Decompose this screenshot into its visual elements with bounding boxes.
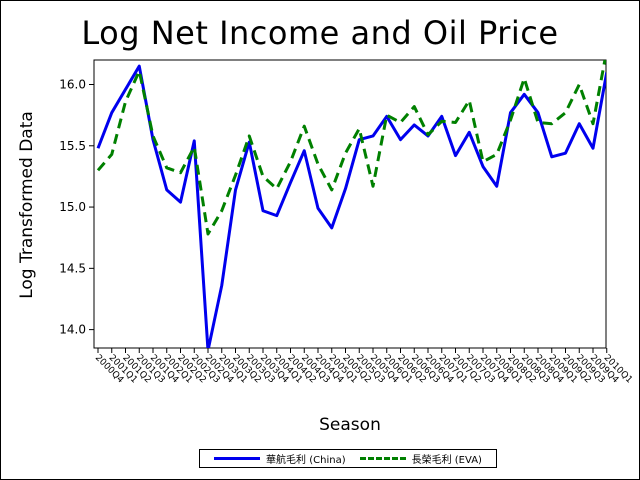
y-tick-label: 14.0 [59, 323, 86, 337]
legend-item-eva: 長榮毛利 (EVA) [359, 451, 482, 466]
x-axis: 2000Q42001Q12001Q22001Q32001Q42002Q12002… [93, 348, 634, 386]
y-tick-label: 14.5 [59, 261, 86, 275]
series-layer [96, 60, 606, 348]
x-axis-title: Season [319, 415, 381, 435]
legend: 華航毛利 (China) 長榮毛利 (EVA) [199, 449, 497, 468]
y-axis: 14.0 14.5 15.0 15.5 16.0 [59, 78, 94, 337]
legend-label-china: 華航毛利 (China) [266, 455, 346, 466]
legend-item-china: 華航毛利 (China) [214, 451, 346, 466]
y-tick-label: 16.0 [59, 78, 86, 92]
y-tick-label: 15.0 [59, 200, 86, 214]
y-tick-label: 15.5 [59, 139, 86, 153]
y-axis-title: Log Transformed Data [17, 111, 37, 299]
legend-swatch-eva [359, 457, 406, 460]
series-line-china [96, 64, 606, 348]
legend-swatch-china [214, 457, 261, 460]
series-line-eva [96, 60, 606, 236]
chart-title: Log Net Income and Oil Price [81, 14, 559, 52]
legend-label-eva: 長榮毛利 (EVA) [411, 455, 482, 466]
plot-area [93, 59, 607, 349]
